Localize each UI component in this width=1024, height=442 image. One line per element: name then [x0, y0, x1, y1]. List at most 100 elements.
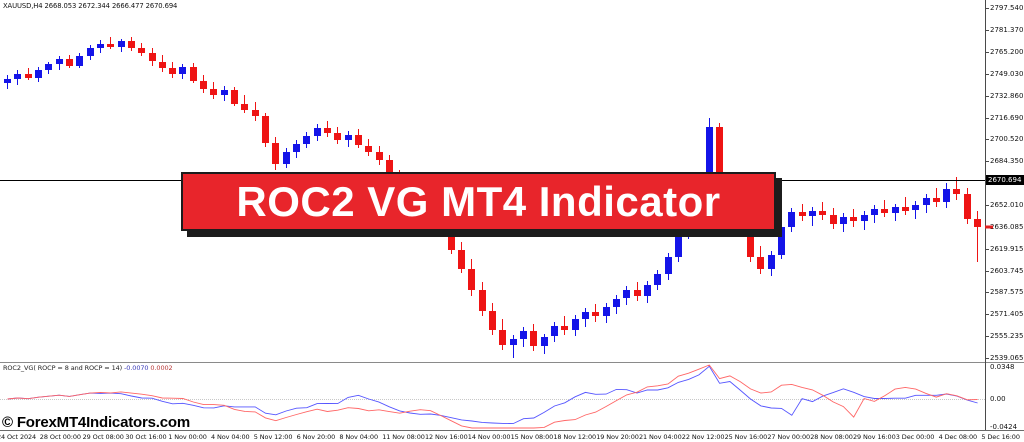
candle	[870, 209, 878, 215]
candle	[809, 210, 816, 216]
candle-wick	[977, 210, 979, 262]
candle	[385, 160, 393, 177]
time-axis-label: 4 Nov 04:00	[211, 433, 250, 441]
time-axis-label: 25 Nov 16:00	[724, 433, 768, 441]
price-axis-label: 2684.350	[990, 157, 1024, 166]
candle	[839, 217, 847, 225]
candle	[922, 198, 930, 206]
main-chart-area[interactable]	[0, 0, 985, 362]
indicator-zero-line	[0, 399, 985, 400]
candle	[189, 67, 197, 81]
chart-ohlc-title: XAUUSD,H4 2668.053 2672.344 2666.477 267…	[3, 2, 178, 10]
price-axis-tick	[985, 161, 989, 163]
candle	[169, 68, 177, 74]
candle	[468, 268, 476, 291]
time-axis-label: 19 Nov 20:00	[596, 433, 639, 441]
candle	[55, 58, 63, 65]
price-axis-label: 2797.540	[990, 4, 1024, 12]
candle	[612, 298, 620, 307]
candle	[65, 58, 73, 66]
indicator-value-2: 0.0002	[150, 364, 173, 372]
candle	[623, 290, 631, 299]
candle	[912, 205, 920, 211]
price-axis-tick	[985, 336, 989, 338]
time-axis-label: 28 Nov 08:00	[810, 433, 853, 441]
indicator-panel[interactable]	[0, 363, 985, 430]
candle	[458, 249, 466, 269]
price-axis-label: 2603.745	[990, 266, 1024, 275]
candle	[303, 136, 311, 145]
candle	[643, 285, 651, 296]
candle	[251, 110, 259, 116]
bid-price-tag: 2670.694	[986, 174, 1024, 185]
price-axis-label: 2749.030	[990, 69, 1024, 78]
panel-divider	[0, 362, 1024, 363]
candle-wick	[884, 199, 886, 218]
candle	[200, 80, 208, 89]
time-axis-label: 11 Nov 08:00	[382, 433, 425, 441]
watermark: © ForexMT4Indicators.com	[2, 414, 190, 431]
price-axis-tick	[985, 29, 989, 31]
time-axis-label: 12 Nov 16:00	[425, 433, 468, 441]
price-axis-label: 2732.860	[990, 91, 1024, 100]
candle	[127, 41, 135, 48]
candle	[674, 233, 682, 257]
candle	[633, 290, 641, 296]
candle	[107, 43, 115, 47]
time-axis-label: 30 Oct 16:00	[125, 433, 167, 441]
candle	[344, 134, 352, 141]
time-axis-label: 14 Nov 00:00	[467, 433, 511, 441]
candle	[272, 142, 280, 165]
indicator-title: ROC2_VG( ROCP = 8 and ROCP = 14) -0.0070…	[3, 364, 173, 372]
price-axis-border	[985, 0, 986, 430]
price-axis-label: 2539.065	[990, 354, 1024, 363]
candle	[520, 331, 527, 340]
candle	[891, 206, 899, 214]
time-axis-label: 22 Nov 12:00	[681, 433, 725, 441]
time-axis-label: 29 Oct 08:00	[82, 433, 124, 441]
time-axis-label: 15 Nov 08:00	[510, 433, 554, 441]
candle	[592, 312, 600, 317]
time-axis-label: 4 Dec 08:00	[938, 433, 978, 441]
time-axis-label: 5 Dec 16:00	[981, 433, 1020, 441]
time-axis[interactable]: 24 Oct 2024 28 Oct 00:00 29 Oct 08:00 30 Oc…	[0, 431, 1024, 442]
candle-wick	[956, 176, 958, 200]
candle	[561, 325, 569, 330]
price-axis-label: 2587.575	[990, 288, 1024, 297]
candle	[953, 188, 961, 195]
time-axis-label: 21 Nov 04:00	[639, 433, 682, 441]
indicator-axis-min: -0.0424	[990, 423, 1018, 431]
candle	[747, 229, 754, 257]
candle	[334, 133, 342, 141]
candle	[365, 145, 373, 153]
candle	[35, 69, 42, 78]
candle	[231, 90, 238, 104]
candle	[96, 43, 104, 48]
candle	[881, 209, 889, 214]
candle	[778, 226, 785, 256]
candle	[158, 61, 166, 69]
time-axis-divider	[0, 430, 1024, 431]
candle	[148, 53, 156, 62]
candle	[829, 214, 837, 225]
price-axis-tick	[985, 248, 989, 250]
price-axis-tick	[985, 358, 989, 360]
candle	[24, 73, 32, 78]
indicator-value-1: -0.0070	[124, 364, 149, 372]
roc-slow-line	[7, 364, 978, 429]
candle	[932, 198, 940, 203]
candle	[767, 255, 775, 269]
candle	[323, 127, 331, 134]
time-axis-label: 5 Nov 12:00	[253, 433, 293, 441]
time-axis-label: 24 Oct 2024	[0, 433, 37, 441]
candle	[551, 325, 558, 337]
candle	[705, 126, 713, 179]
candle	[581, 312, 589, 319]
candle	[850, 217, 858, 222]
candle	[974, 218, 982, 227]
indicator-banner: ROC2 VG MT4 Indicator	[181, 172, 776, 231]
candle	[210, 88, 218, 96]
candle	[757, 256, 765, 269]
time-axis-label: 8 Nov 04:00	[339, 433, 378, 441]
